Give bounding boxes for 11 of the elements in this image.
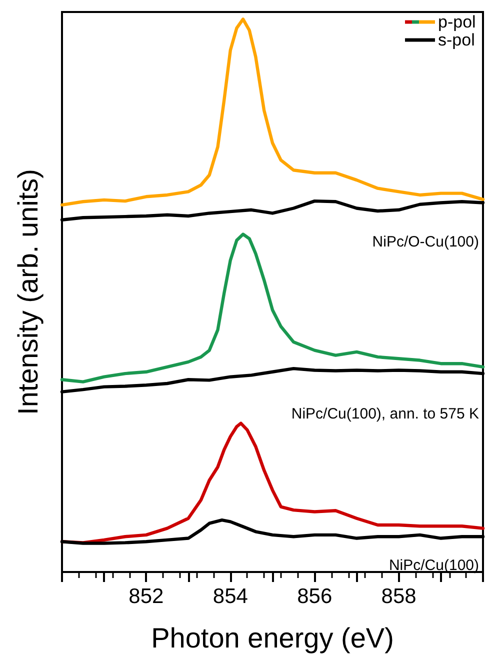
legend-label: p-pol [438, 12, 476, 32]
x-tick-label: 854 [212, 585, 248, 608]
legend-label: s-pol [438, 30, 475, 50]
x-tick-label: 858 [381, 585, 416, 608]
x-tick-label: 852 [128, 585, 164, 608]
x-tick-label: 856 [297, 585, 332, 608]
annotation: NiPc/O-Cu(100) [372, 233, 479, 250]
y-axis-title: Intensity (arb. units) [12, 169, 44, 415]
annotation: NiPc/Cu(100) [388, 556, 480, 574]
x-axis-title: Photon energy (eV) [151, 622, 394, 654]
annotation: NiPc/Cu(100), ann. to 575 K [291, 405, 479, 422]
